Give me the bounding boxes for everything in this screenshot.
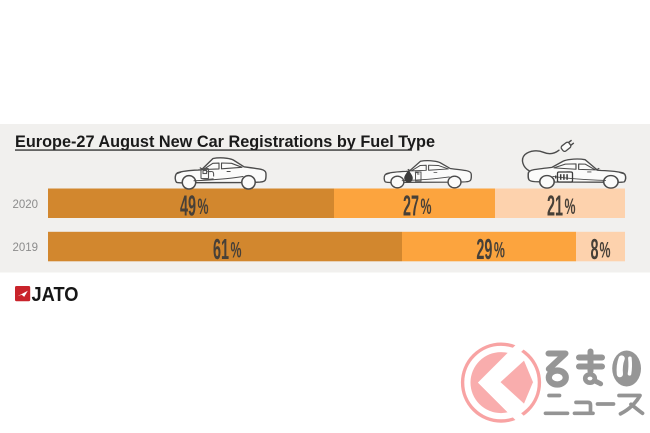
- svg-text:21: 21: [547, 191, 563, 223]
- svg-text:%: %: [494, 238, 505, 263]
- svg-text:%: %: [231, 238, 242, 263]
- svg-text:%: %: [198, 194, 209, 219]
- svg-text:61: 61: [213, 234, 229, 266]
- svg-text:2019: 2019: [13, 240, 39, 254]
- svg-text:27: 27: [403, 191, 419, 223]
- svg-text:%: %: [600, 238, 611, 263]
- svg-text:%: %: [421, 194, 432, 219]
- svg-text:29: 29: [476, 234, 492, 266]
- svg-text:%: %: [565, 194, 576, 219]
- svg-text:49: 49: [180, 191, 196, 223]
- svg-text:JATO: JATO: [32, 284, 79, 306]
- svg-text:8: 8: [591, 234, 599, 266]
- svg-text:Europe-27 August New Car Regis: Europe-27 August New Car Registrations b…: [15, 133, 435, 151]
- svg-text:2020: 2020: [13, 197, 39, 211]
